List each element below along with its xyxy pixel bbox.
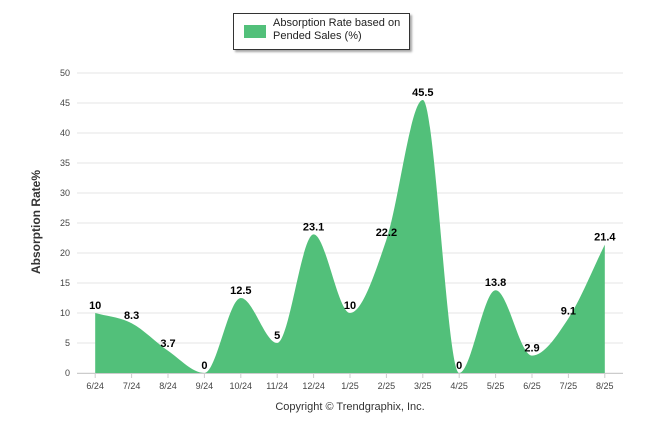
y-axis-label: Absorption Rate% <box>29 169 43 275</box>
data-label: 0 <box>201 360 207 372</box>
y-tick-label: 10 <box>60 308 70 318</box>
data-label: 3.7 <box>160 338 175 350</box>
x-tick-label: 11/24 <box>266 381 288 391</box>
x-tick-label: 6/24 <box>86 381 104 391</box>
legend-swatch <box>244 25 266 38</box>
data-label: 9.1 <box>561 305 576 317</box>
x-tick-label: 7/24 <box>123 381 141 391</box>
y-tick-label: 50 <box>60 68 70 78</box>
copyright: Copyright © Trendgraphix, Inc. <box>275 401 425 413</box>
x-tick-label: 10/24 <box>230 381 253 391</box>
data-label: 10 <box>344 300 356 312</box>
data-label: 2.9 <box>524 343 539 355</box>
x-tick-label: 8/25 <box>596 381 614 391</box>
data-label: 13.8 <box>485 277 506 289</box>
y-tick-label: 40 <box>60 128 70 138</box>
legend-label: Absorption Rate based on Pended Sales (%… <box>273 17 401 42</box>
y-tick-label: 0 <box>65 368 70 378</box>
x-tick-label: 6/25 <box>523 381 541 391</box>
y-tick-label: 45 <box>60 98 70 108</box>
y-tick-label: 35 <box>60 158 70 168</box>
x-tick-label: 7/25 <box>560 381 578 391</box>
data-label: 21.4 <box>594 232 616 244</box>
x-tick-label: 3/25 <box>414 381 432 391</box>
data-label: 5 <box>274 330 280 342</box>
y-tick-label: 15 <box>60 278 70 288</box>
x-tick-label: 8/24 <box>159 381 177 391</box>
data-label: 23.1 <box>303 221 324 233</box>
data-label: 12.5 <box>230 285 251 297</box>
data-label: 8.3 <box>124 310 139 322</box>
data-label: 10 <box>89 300 101 312</box>
data-label: 45.5 <box>412 87 433 99</box>
x-tick-label: 2/25 <box>378 381 396 391</box>
y-tick-label: 5 <box>65 338 70 348</box>
x-tick-label: 12/24 <box>302 381 325 391</box>
y-tick-label: 30 <box>60 188 70 198</box>
y-tick-label: 20 <box>60 248 70 258</box>
y-tick-label: 25 <box>60 218 70 228</box>
x-tick-label: 1/25 <box>341 381 359 391</box>
legend: Absorption Rate based on Pended Sales (%… <box>233 13 410 50</box>
x-tick-label: 5/25 <box>487 381 505 391</box>
x-tick-label: 4/25 <box>450 381 468 391</box>
data-label: 22.2 <box>376 227 397 239</box>
x-tick-label: 9/24 <box>196 381 214 391</box>
data-label: 0 <box>456 360 462 372</box>
area-series <box>95 100 605 373</box>
